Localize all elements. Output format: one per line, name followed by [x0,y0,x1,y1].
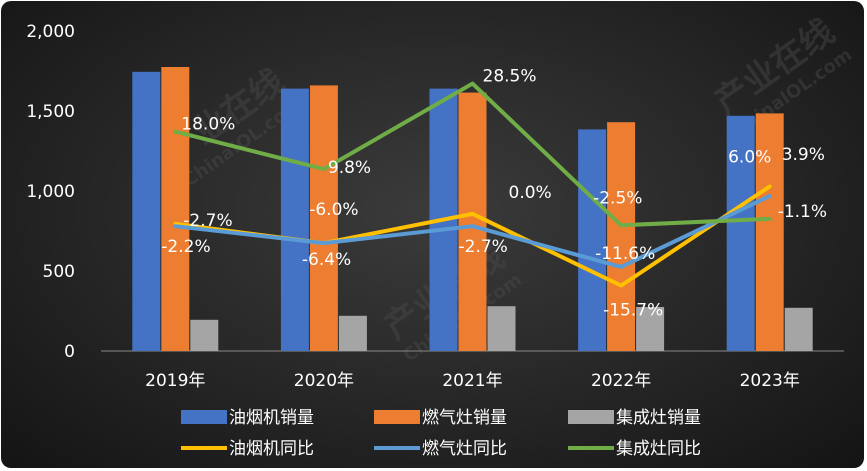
axis: 0 500 1,000 1,500 2,000 2019年 2020年 2021年 2022年 2… [26,22,844,391]
bar-3 [636,307,665,351]
data-labels: -2.2% -6.0% 0.0% -15.7% 6.0% -2.7% -6.4% -2.7% -… [161,67,827,321]
x-tick-label: 2020年 [294,371,354,391]
data-label: -11.6% [595,244,655,264]
data-label: -1.1% [778,202,827,222]
data-label: -15.7% [603,301,663,321]
bar-1 [726,115,755,351]
data-label: 18.0% [181,115,235,135]
x-tick-label: 2021年 [442,371,502,391]
lines [173,81,772,288]
bar-2 [161,67,190,351]
y-tick-label: 500 [43,262,75,282]
bar-3 [487,306,516,351]
bar-2 [607,122,636,351]
legend-swatch-bar [374,410,420,424]
legend-swatch-bar [568,410,614,424]
data-label: 6.0% [728,147,771,167]
data-label: -2.7% [459,237,508,257]
data-label: -2.2% [161,237,210,257]
legend-label: 集成灶销量 [616,408,701,428]
bar-1 [280,88,309,351]
data-label: -6.0% [309,200,358,220]
legend-label: 集成灶同比 [616,439,701,459]
x-tick-label: 2022年 [591,371,651,391]
y-tick-label: 1,000 [26,182,75,202]
legend-label: 燃气灶同比 [422,439,507,459]
line-series-2 [173,194,772,269]
data-label: -2.7% [183,211,232,231]
y-tick-label: 0 [64,342,75,362]
data-label: 0.0% [509,183,552,203]
legend-label: 油烟机同比 [229,439,314,459]
bar-2 [309,85,338,352]
x-tick-label: 2019年 [145,371,205,391]
line-series-3 [173,81,772,228]
bar-3 [338,315,367,351]
bar-2 [755,113,784,352]
data-label: 3.9% [782,145,825,165]
data-label: -6.4% [302,250,351,270]
bar-1 [578,129,607,351]
data-label: -2.5% [593,188,642,208]
data-label: 9.8% [328,158,371,178]
legend-label: 燃气灶销量 [422,408,507,428]
bar-3 [190,319,219,351]
legend-label: 油烟机销量 [229,408,314,428]
y-tick-label: 2,000 [26,22,75,42]
bar-2 [458,92,487,351]
legend-swatch-bar [181,410,227,424]
bar-3 [784,307,813,351]
bar-1 [132,71,161,352]
y-tick-label: 1,500 [26,102,75,122]
x-tick-label: 2023年 [740,371,800,391]
data-label: 28.5% [483,67,537,87]
